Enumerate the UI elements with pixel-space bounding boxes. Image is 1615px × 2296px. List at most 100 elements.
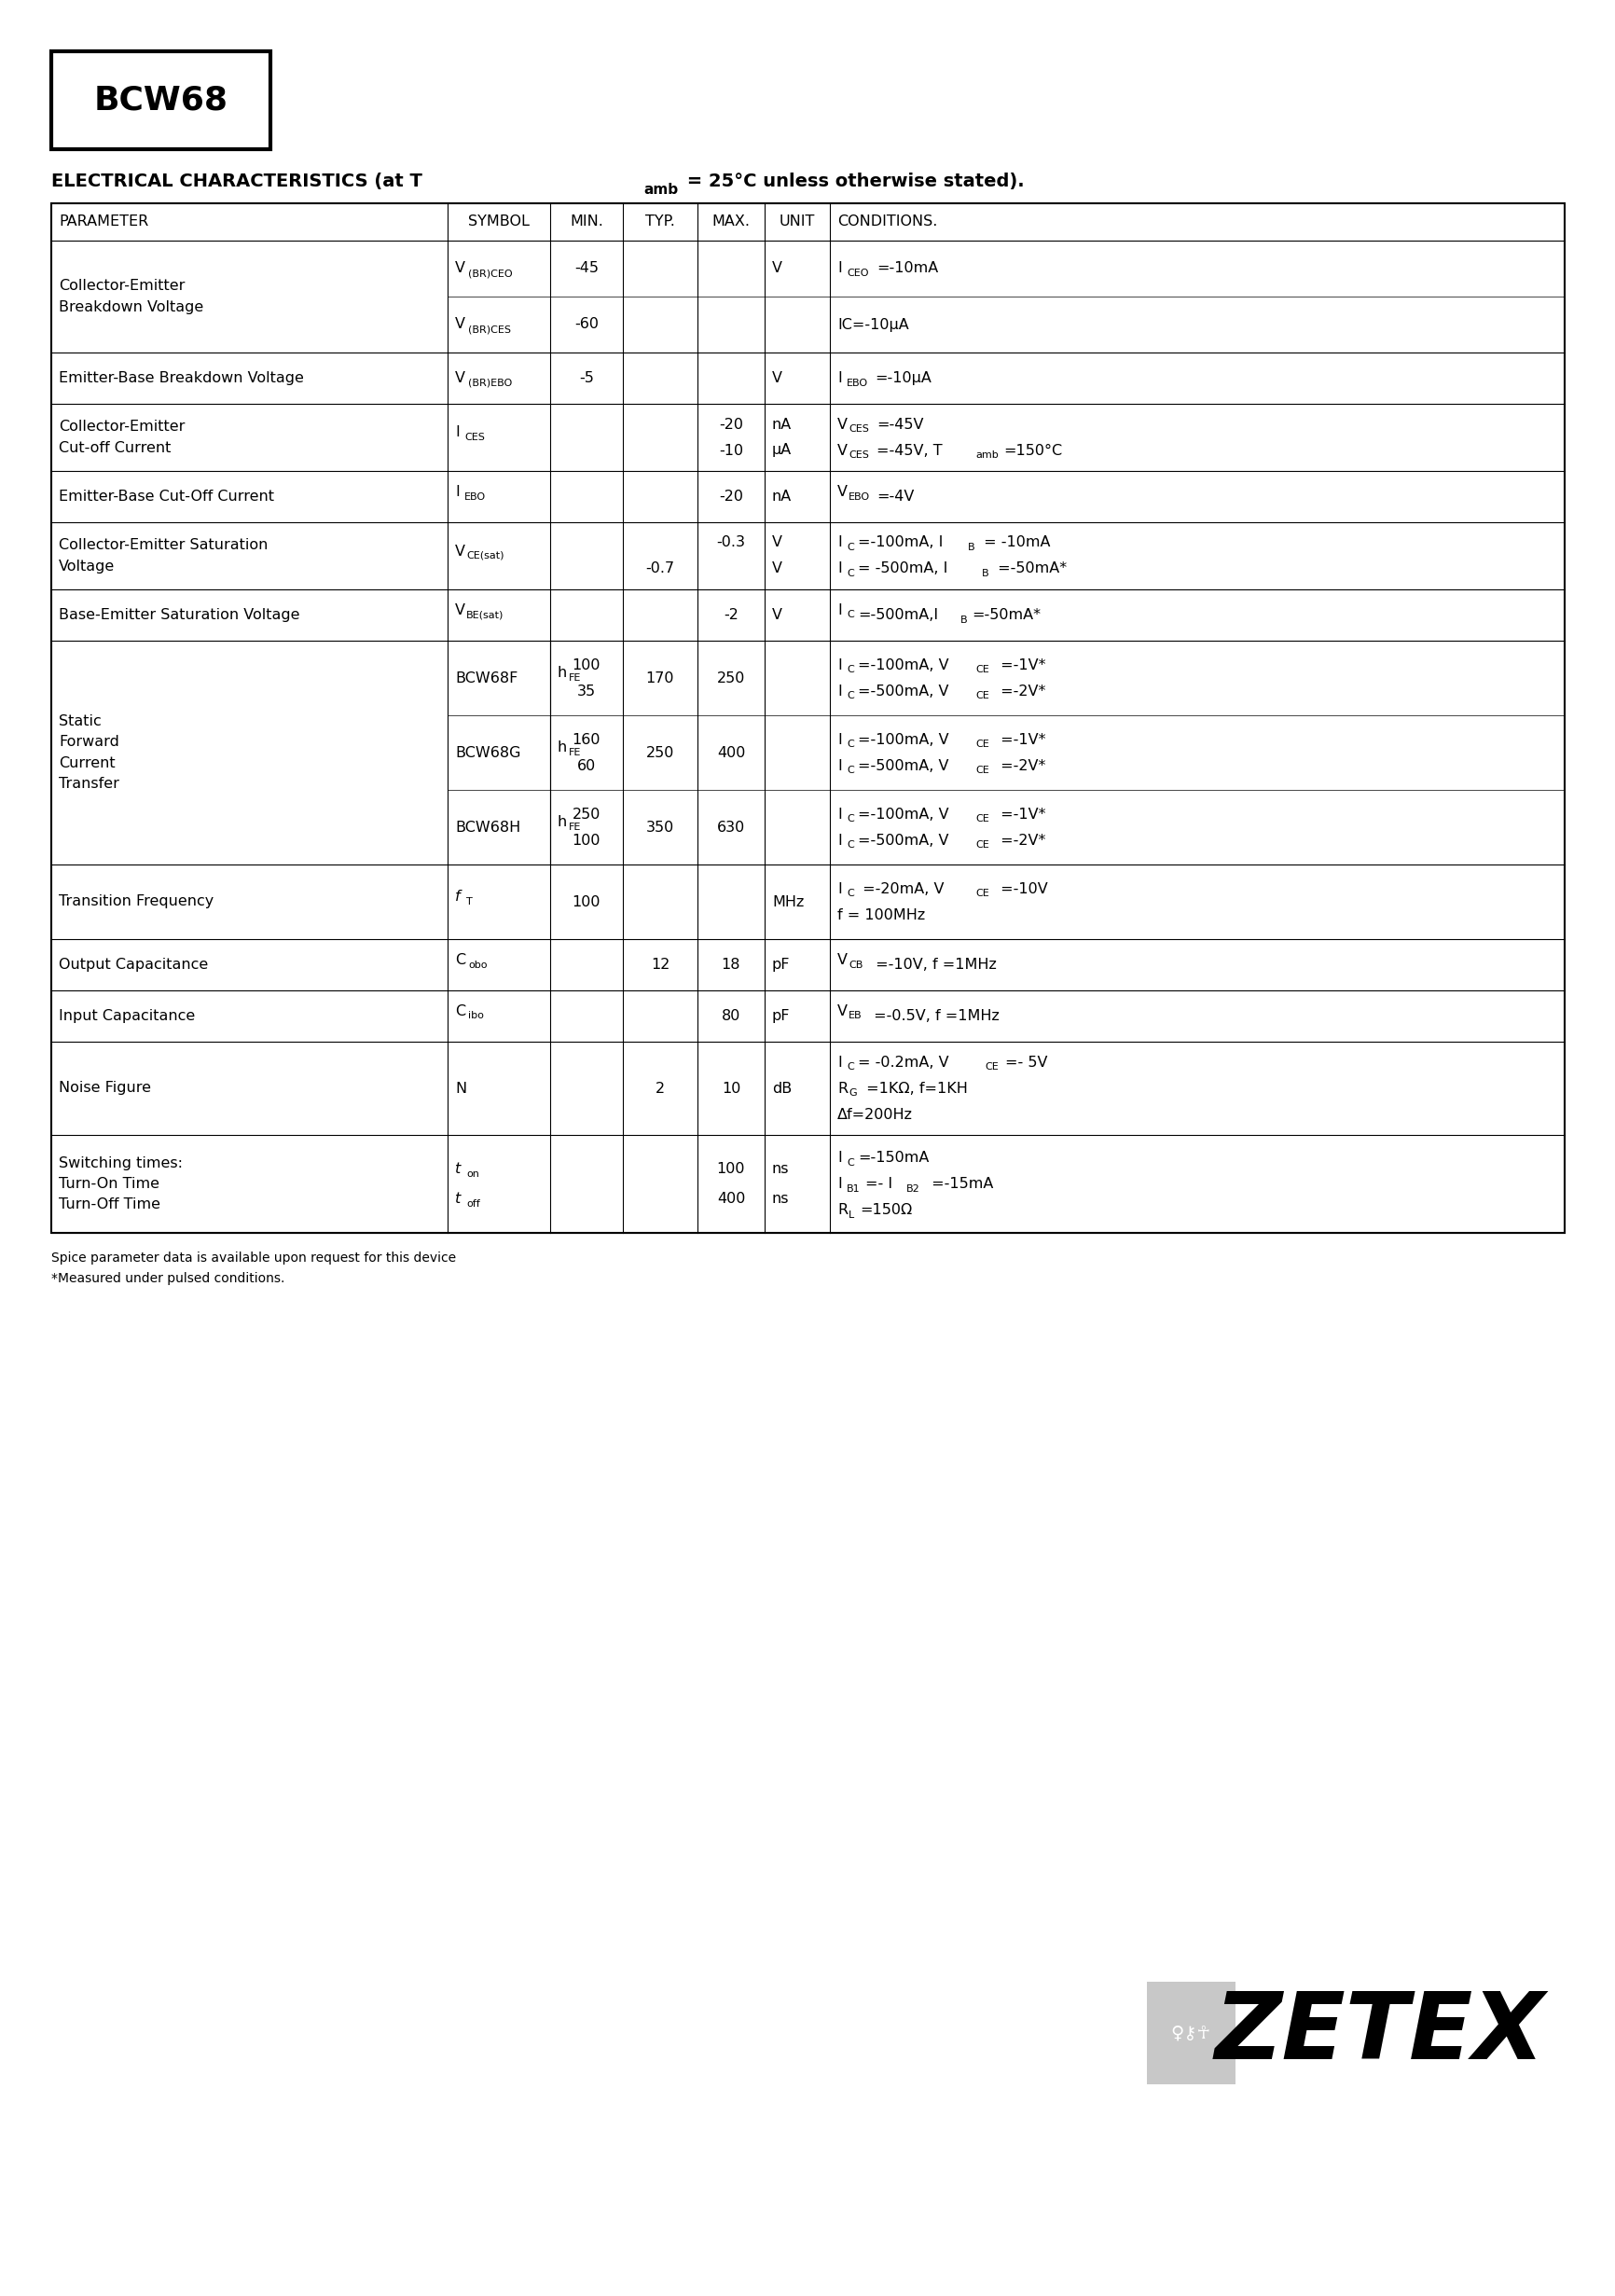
Text: MAX.: MAX. <box>712 216 749 230</box>
Text: V: V <box>772 563 782 576</box>
Text: C: C <box>846 691 853 700</box>
Text: =150°C: =150°C <box>1003 443 1061 457</box>
Text: CE: CE <box>984 1063 998 1072</box>
Text: Output Capacitance: Output Capacitance <box>58 957 208 971</box>
Text: =-500mA,I: =-500mA,I <box>858 608 938 622</box>
Text: =-2V*: =-2V* <box>995 758 1045 774</box>
Text: 35: 35 <box>577 684 596 698</box>
Text: = -10mA: = -10mA <box>979 535 1050 549</box>
Text: 400: 400 <box>717 1192 745 1205</box>
Text: t: t <box>455 1192 460 1205</box>
Text: Noise Figure: Noise Figure <box>58 1081 150 1095</box>
Text: obo: obo <box>468 960 488 969</box>
Text: I: I <box>837 732 841 746</box>
Text: CE: CE <box>975 840 988 850</box>
Text: BCW68G: BCW68G <box>455 746 520 760</box>
Text: = -0.2mA, V: = -0.2mA, V <box>858 1056 948 1070</box>
Text: Static
Forward
Current
Transfer: Static Forward Current Transfer <box>58 714 120 790</box>
Text: SYMBOL: SYMBOL <box>468 216 530 230</box>
Text: CES: CES <box>848 450 869 459</box>
Text: I: I <box>837 659 841 673</box>
Text: CE: CE <box>975 666 988 675</box>
Text: C: C <box>846 815 853 824</box>
Text: =-15mA: =-15mA <box>927 1178 993 1192</box>
Text: =-20mA, V: =-20mA, V <box>858 882 943 895</box>
Text: = 25°C unless otherwise stated).: = 25°C unless otherwise stated). <box>680 172 1024 191</box>
Text: Transition Frequency: Transition Frequency <box>58 895 213 909</box>
Text: =-1V*: =-1V* <box>995 808 1045 822</box>
Text: =-50mA*: =-50mA* <box>971 608 1040 622</box>
Text: 630: 630 <box>717 820 745 833</box>
Text: 2: 2 <box>656 1081 664 1095</box>
Text: =-10V, f =1MHz: =-10V, f =1MHz <box>870 957 996 971</box>
Text: dB: dB <box>772 1081 791 1095</box>
Text: I: I <box>837 833 841 847</box>
Text: I: I <box>837 882 841 895</box>
Text: CE: CE <box>975 739 988 748</box>
Text: V: V <box>772 608 782 622</box>
Text: -0.3: -0.3 <box>715 535 745 549</box>
Text: -2: -2 <box>724 608 738 622</box>
Text: C: C <box>455 953 465 967</box>
Text: =-2V*: =-2V* <box>995 833 1045 847</box>
Text: I: I <box>837 372 841 386</box>
Text: C: C <box>846 542 853 551</box>
Text: C: C <box>846 1157 853 1166</box>
Text: Collector-Emitter
Breakdown Voltage: Collector-Emitter Breakdown Voltage <box>58 280 203 315</box>
Text: I: I <box>837 1150 841 1164</box>
Text: V: V <box>772 372 782 386</box>
Text: 10: 10 <box>722 1081 740 1095</box>
Text: on: on <box>467 1169 480 1178</box>
Text: CONDITIONS.: CONDITIONS. <box>837 216 937 230</box>
Text: =-10μA: =-10μA <box>874 372 930 386</box>
Text: μA: μA <box>772 443 791 457</box>
Text: B2: B2 <box>906 1185 919 1194</box>
Text: ♀⚷☥: ♀⚷☥ <box>1169 2025 1210 2041</box>
Text: CB: CB <box>848 960 862 969</box>
Text: V: V <box>455 604 465 618</box>
Text: CE: CE <box>975 765 988 776</box>
Text: =-1V*: =-1V* <box>995 659 1045 673</box>
Text: PARAMETER: PARAMETER <box>58 216 149 230</box>
Text: 160: 160 <box>572 732 601 746</box>
Text: =-10V: =-10V <box>995 882 1047 895</box>
Text: amb: amb <box>643 184 678 197</box>
Text: I: I <box>837 1056 841 1070</box>
Text: =-150mA: =-150mA <box>858 1150 929 1164</box>
Text: =- I: =- I <box>864 1178 891 1192</box>
Text: EB: EB <box>848 1010 862 1022</box>
Text: I: I <box>837 604 841 618</box>
Text: R: R <box>837 1081 848 1095</box>
Text: BCW68H: BCW68H <box>455 820 520 833</box>
Text: (BR)EBO: (BR)EBO <box>468 379 512 388</box>
Text: Collector-Emitter
Cut-off Current: Collector-Emitter Cut-off Current <box>58 420 184 455</box>
Text: h: h <box>557 815 567 829</box>
Bar <box>52 204 1563 1233</box>
Text: N: N <box>455 1081 467 1095</box>
Bar <box>52 51 270 149</box>
Text: =-10mA: =-10mA <box>875 262 938 276</box>
Text: =-4V: =-4V <box>875 489 914 503</box>
Text: EBO: EBO <box>846 379 867 388</box>
Text: B1: B1 <box>846 1185 859 1194</box>
Text: =- 5V: =- 5V <box>1005 1056 1047 1070</box>
Text: (BR)CES: (BR)CES <box>468 324 510 333</box>
Text: CE: CE <box>975 815 988 824</box>
Text: 250: 250 <box>572 808 601 822</box>
Text: =-100mA, V: =-100mA, V <box>858 659 948 673</box>
Text: V: V <box>837 484 848 498</box>
Text: I: I <box>837 758 841 774</box>
Text: 350: 350 <box>646 820 673 833</box>
Text: G: G <box>848 1088 856 1097</box>
Text: ZETEX: ZETEX <box>1214 1988 1544 2078</box>
Text: UNIT: UNIT <box>778 216 814 230</box>
Text: V: V <box>455 544 465 558</box>
Text: 80: 80 <box>722 1008 740 1024</box>
Text: C: C <box>846 1063 853 1072</box>
Text: 60: 60 <box>577 758 596 774</box>
Text: ns: ns <box>772 1192 788 1205</box>
Text: V: V <box>455 262 465 276</box>
Text: nA: nA <box>772 489 791 503</box>
Text: Switching times:
Turn-On Time
Turn-Off Time: Switching times: Turn-On Time Turn-Off T… <box>58 1157 182 1212</box>
Text: off: off <box>467 1199 480 1208</box>
